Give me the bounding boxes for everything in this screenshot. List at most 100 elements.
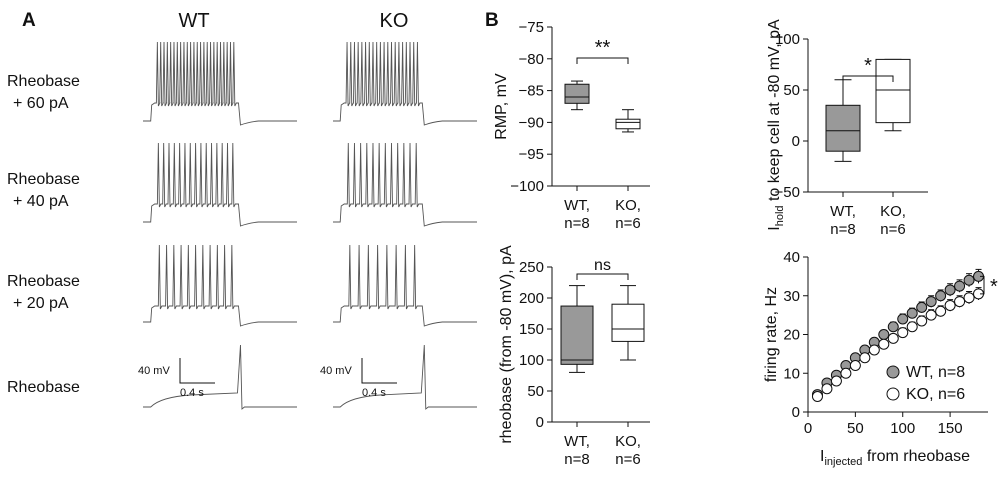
data-point bbox=[963, 292, 975, 304]
data-point bbox=[916, 301, 928, 313]
x-tick-label: 150 bbox=[938, 420, 963, 437]
x-axis-label-rest: from rheobase bbox=[862, 448, 970, 465]
significance-label: * bbox=[990, 276, 998, 298]
row-label-3-line1: Rheobase bbox=[7, 273, 80, 290]
data-point bbox=[897, 313, 909, 325]
significance-bracket bbox=[576, 273, 629, 280]
panel-b-letter: B bbox=[485, 10, 499, 31]
voltage-trace-wt-1 bbox=[143, 41, 297, 126]
y-tick-label: 30 bbox=[783, 288, 800, 305]
data-point bbox=[811, 391, 823, 402]
y-tick-label: 100 bbox=[775, 31, 800, 48]
row-label-2-line1: Rheobase bbox=[7, 171, 80, 188]
box bbox=[825, 104, 861, 152]
data-point bbox=[821, 383, 833, 395]
voltage-trace-ko-2 bbox=[333, 142, 477, 227]
data-point bbox=[954, 296, 966, 308]
box bbox=[615, 118, 641, 130]
voltage-trace-wt-3 bbox=[143, 244, 297, 327]
rmp-box-plot: −100 −95 −90 −85 −80 −75 WT,n=8 KO,n=6 ** RMP, mV bbox=[493, 19, 650, 232]
category-label: KO, bbox=[615, 197, 641, 214]
box bbox=[564, 83, 590, 104]
x-axis-label-sub: injected bbox=[824, 456, 862, 468]
scale-bar-lines bbox=[361, 358, 397, 384]
y-tick-label: −95 bbox=[519, 146, 544, 163]
wt-title: WT bbox=[178, 10, 209, 32]
y-tick-label: 200 bbox=[519, 290, 544, 307]
data-point bbox=[935, 290, 947, 302]
y-tick-label: 250 bbox=[519, 259, 544, 276]
box bbox=[611, 303, 645, 342]
row-label-3-line2: + 20 pA bbox=[13, 295, 69, 312]
y-tick-label: 0 bbox=[792, 133, 800, 150]
x-axis-label: Iinjected from rheobase bbox=[820, 448, 970, 468]
significance-label: ** bbox=[595, 37, 611, 59]
voltage-trace-wt-4 bbox=[143, 344, 297, 410]
panel-a-letter: A bbox=[22, 10, 36, 31]
data-point bbox=[840, 367, 852, 379]
scale-bar-time: 0.4 s bbox=[362, 387, 386, 399]
row-label-1-line1: Rheobase bbox=[7, 73, 80, 90]
y-tick-label: 150 bbox=[519, 321, 544, 338]
y-axis-label: Ihold to keep cell at -80 mV, pA bbox=[766, 19, 786, 231]
category-label: WT, bbox=[564, 433, 590, 450]
legend-marker bbox=[886, 365, 900, 379]
y-tick-label: 50 bbox=[783, 82, 800, 99]
significance-label: ns bbox=[594, 257, 611, 274]
data-point bbox=[887, 332, 899, 344]
data-point bbox=[925, 309, 937, 321]
scale-bar-time: 0.4 s bbox=[180, 387, 204, 399]
scale-bar-lines bbox=[179, 358, 215, 384]
y-tick-label: −85 bbox=[519, 83, 544, 100]
scale-bar-wt: 40 mV 0.4 s bbox=[138, 358, 215, 399]
data-point bbox=[954, 280, 966, 292]
scale-bar-voltage: 40 mV bbox=[320, 365, 352, 377]
y-tick-label: −50 bbox=[775, 184, 800, 201]
rheobase-box-plot: 0 50 100 150 200 250 WT,n=8 KO,n=6 ns rheobase (f… bbox=[498, 245, 650, 468]
significance-bracket bbox=[842, 75, 894, 82]
box bbox=[875, 58, 911, 124]
voltage-traces bbox=[143, 41, 477, 410]
ihold-box-plot: −50 0 50 100 WT,n=8 KO,n=6 * Ihold to keep cell… bbox=[766, 19, 928, 238]
data-point bbox=[906, 307, 918, 319]
y-axis-label: rheobase (from -80 mV), pA bbox=[498, 245, 515, 444]
y-tick-label: 40 bbox=[783, 249, 800, 266]
significance-bracket bbox=[576, 57, 629, 64]
y-axis-label-sub: hold bbox=[774, 205, 786, 226]
y-tick-label: 10 bbox=[783, 365, 800, 382]
row-label-4: Rheobase bbox=[7, 379, 80, 396]
category-label: KO, bbox=[615, 433, 641, 450]
legend-label: WT, n=8 bbox=[906, 364, 965, 381]
y-axis-label-rest: to keep cell at -80 mV, pA bbox=[766, 19, 783, 206]
category-n-label: n=8 bbox=[830, 221, 855, 238]
x-axis-label-main: I bbox=[820, 448, 824, 465]
data-point bbox=[878, 338, 890, 350]
box bbox=[560, 305, 594, 365]
voltage-trace-ko-4 bbox=[333, 344, 477, 410]
significance-label: * bbox=[864, 55, 872, 77]
y-tick-label: 20 bbox=[783, 327, 800, 344]
y-axis-label: RMP, mV bbox=[493, 73, 510, 140]
row-label-2-line2: + 40 pA bbox=[13, 193, 69, 210]
data-point bbox=[963, 274, 975, 286]
row-label-1-line2: + 60 pA bbox=[13, 95, 69, 112]
data-point bbox=[944, 284, 956, 296]
category-n-label: n=6 bbox=[615, 451, 640, 468]
category-n-label: n=8 bbox=[564, 215, 589, 232]
x-tick-label: 0 bbox=[804, 420, 812, 437]
data-point bbox=[944, 299, 956, 311]
y-tick-label: −75 bbox=[519, 19, 544, 36]
data-point bbox=[897, 327, 909, 339]
category-label: WT, bbox=[564, 197, 590, 214]
category-label: KO, bbox=[880, 203, 906, 220]
legend-label: KO, n=6 bbox=[906, 386, 965, 403]
y-tick-label: 0 bbox=[792, 404, 800, 421]
legend-marker bbox=[886, 387, 900, 401]
category-n-label: n=6 bbox=[615, 215, 640, 232]
significance-bracket bbox=[980, 275, 985, 295]
scale-bar-ko: 40 mV 0.4 s bbox=[320, 358, 397, 399]
y-tick-label: −90 bbox=[519, 114, 544, 131]
y-tick-label: −100 bbox=[510, 178, 544, 195]
x-tick-label: 100 bbox=[890, 420, 915, 437]
